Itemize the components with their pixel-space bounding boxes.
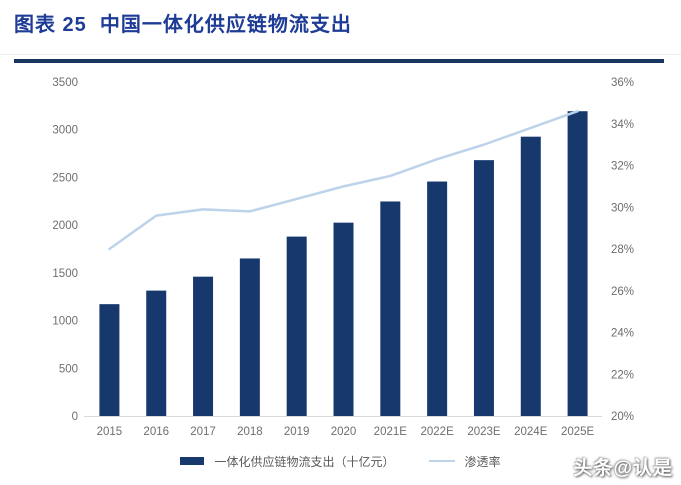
right-axis-tick-34%: 34%: [611, 119, 634, 131]
legend-bar-label: 一体化供应链物流支出（十亿元）: [214, 454, 395, 469]
x-axis-label-2017: 2017: [190, 426, 216, 438]
left-axis-tick-1000: 1000: [52, 316, 78, 328]
right-axis-tick-32%: 32%: [611, 161, 634, 173]
right-axis-tick-26%: 26%: [611, 286, 634, 298]
bar-2015: [99, 304, 120, 416]
right-axis-tick-20%: 20%: [611, 411, 634, 423]
right-axis-tick-30%: 30%: [611, 202, 634, 214]
penetration-line: [108, 109, 579, 251]
bar-2016: [146, 290, 167, 416]
left-axis-tick-2500: 2500: [52, 172, 78, 184]
bar-2021E: [380, 201, 401, 416]
bar-2017: [193, 276, 214, 416]
left-axis-tick-2000: 2000: [52, 220, 78, 232]
x-axis-label-2022E: 2022E: [421, 426, 455, 438]
left-axis-tick-500: 500: [59, 363, 78, 375]
right-axis-tick-24%: 24%: [611, 328, 634, 340]
legend: 一体化供应链物流支出（十亿元） 渗透率: [0, 452, 681, 470]
legend-line-swatch: [428, 459, 455, 463]
bar-2020: [333, 222, 354, 416]
x-axis-label-2024E: 2024E: [514, 426, 548, 438]
x-axis-label-2020: 2020: [331, 426, 357, 438]
watermark: 头条@认是: [573, 458, 673, 479]
bar-2018: [239, 258, 260, 416]
x-axis-label-2025E: 2025E: [561, 426, 595, 438]
bar-2024E: [520, 136, 541, 416]
bar-2022E: [427, 181, 448, 416]
bar-2023E: [473, 160, 494, 416]
x-axis-label-2018: 2018: [237, 426, 263, 438]
title-divider-faint: [0, 54, 681, 55]
bar-2019: [286, 236, 307, 416]
x-axis-label-2015: 2015: [97, 426, 123, 438]
right-axis-tick-28%: 28%: [611, 244, 634, 256]
x-axis-label-2016: 2016: [143, 426, 169, 438]
legend-bar-swatch: [180, 457, 205, 465]
legend-line-label: 渗透率: [464, 454, 501, 469]
page-title: 图表 25 中国一体化供应链物流支出: [14, 14, 352, 36]
x-axis-label-2019: 2019: [284, 426, 310, 438]
title-divider: [14, 59, 664, 63]
bar-2025E: [567, 111, 588, 416]
left-axis-tick-0: 0: [72, 411, 78, 423]
left-axis-tick-1500: 1500: [52, 268, 78, 280]
x-axis-label-2021E: 2021E: [374, 426, 408, 438]
left-axis-tick-3500: 3500: [52, 77, 78, 89]
left-axis-tick-3000: 3000: [52, 125, 78, 137]
right-axis-tick-22%: 22%: [611, 369, 634, 381]
right-axis-tick-36%: 36%: [611, 77, 634, 89]
x-axis-label-2023E: 2023E: [467, 426, 501, 438]
